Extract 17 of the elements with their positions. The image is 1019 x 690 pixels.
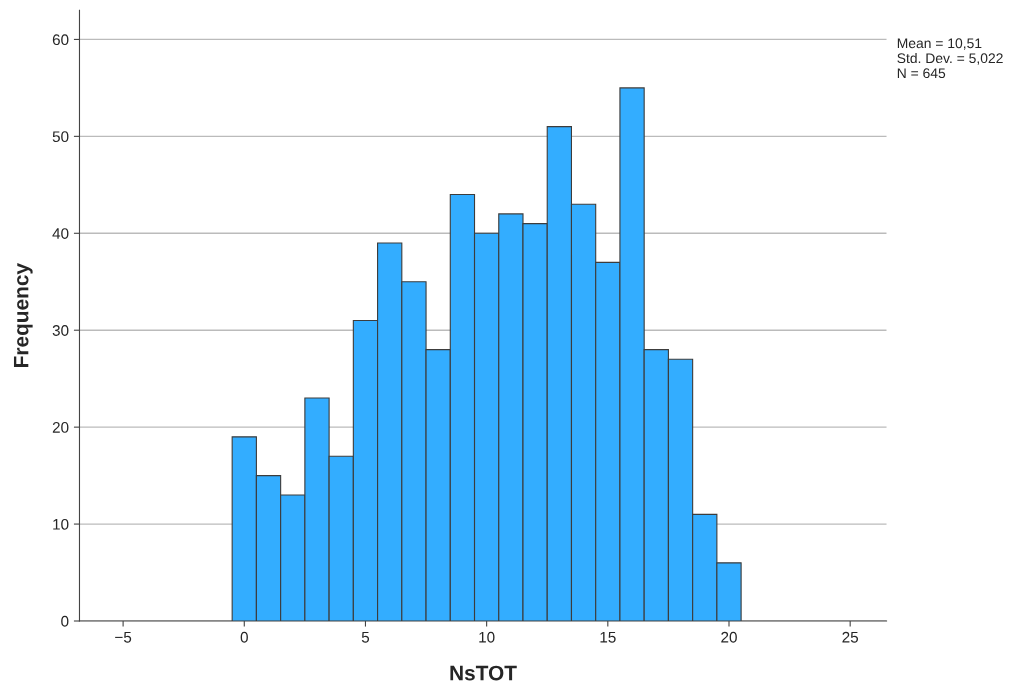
x-tick-label: 25 <box>842 631 859 643</box>
y-tick-label: 20 <box>52 422 69 433</box>
y-tick-label: 50 <box>52 131 69 143</box>
x-tick-label: 20 <box>721 631 737 643</box>
y-tick-label: 10 <box>53 518 69 530</box>
y-tick-label: 0 <box>61 615 69 627</box>
x-tick-label: 10 <box>479 631 495 643</box>
y-tick-label: 60 <box>52 34 69 46</box>
x-tick-label: 5 <box>361 631 370 643</box>
x-tick-label: 0 <box>240 631 248 643</box>
text: Mean = 10,51 Std. Dev. = 5,022 N = 645 <box>897 38 1003 79</box>
y-tick-label: 30 <box>52 325 69 336</box>
x-axis-title: NsTOT <box>450 665 517 681</box>
y-axis-title: Frequency <box>13 263 33 367</box>
x-tick-label: −5 <box>115 631 132 643</box>
y-tick-label: 40 <box>52 228 69 239</box>
x-tick-label: 15 <box>600 631 616 643</box>
